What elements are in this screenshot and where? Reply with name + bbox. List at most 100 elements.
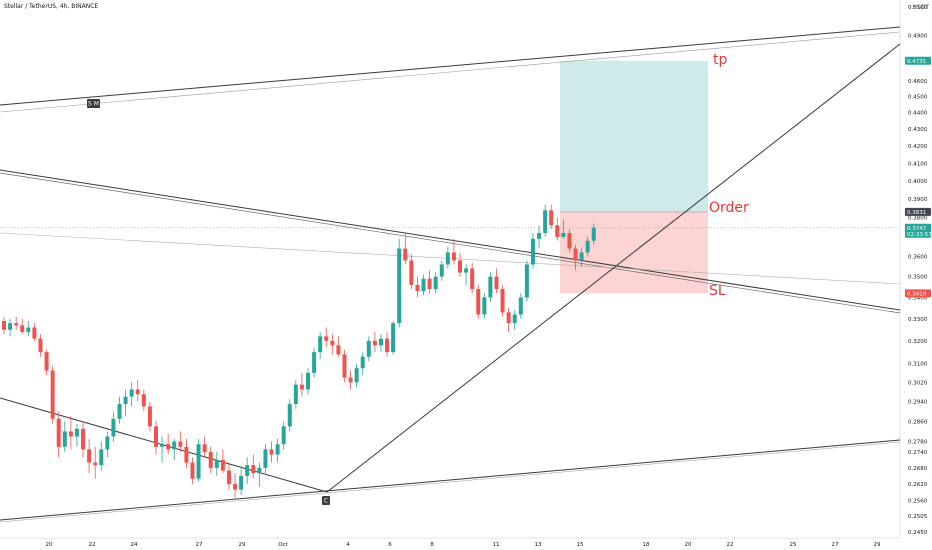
y-tick-label: 0.3020 [908, 380, 928, 386]
y-tick-label: 0.2740 [908, 450, 928, 456]
candle [87, 449, 92, 463]
x-tick-label: 22 [727, 542, 734, 548]
candle [561, 232, 566, 237]
x-tick-label: 15 [577, 542, 584, 548]
price-tag-label: 0.3419 [907, 291, 927, 297]
candle [458, 260, 462, 273]
candle [433, 276, 438, 290]
pattern-marker [87, 99, 100, 108]
candle [299, 384, 304, 390]
x-tick-label: 22 [89, 542, 96, 548]
candle [32, 327, 37, 339]
y-tick-label: 0.4600 [908, 79, 928, 85]
price-tag [905, 207, 931, 216]
x-tick-label: 6 [388, 542, 392, 548]
candle [135, 389, 140, 395]
candle [585, 240, 590, 253]
y-tick-label: 0.4200 [908, 144, 928, 150]
candle [403, 248, 408, 261]
candle [68, 431, 73, 437]
candle [555, 225, 560, 237]
candle [366, 340, 371, 357]
candle [524, 264, 529, 298]
candle [275, 444, 280, 455]
y-tick-label: 0.2450 [908, 530, 928, 536]
price-tag [905, 56, 931, 65]
candle [233, 484, 238, 490]
candle [293, 384, 298, 404]
candle [269, 449, 274, 455]
candle [62, 431, 67, 447]
descending-line-2 [0, 172, 901, 314]
order-label: Order [709, 200, 749, 216]
candle [263, 449, 268, 468]
candle [439, 264, 444, 277]
candle [360, 356, 365, 369]
candle [512, 314, 517, 324]
candle [178, 441, 183, 447]
y-tick-label: 0.3900 [908, 197, 928, 203]
x-tick-label: 24 [131, 542, 138, 548]
price-tag-countdown: 02:33:57 [907, 232, 932, 238]
candle [160, 444, 165, 447]
y-tick-label: 0.2505 [908, 514, 928, 520]
candle [44, 352, 49, 371]
y-tick-label: 0.2620 [908, 482, 928, 488]
candle [287, 403, 292, 427]
x-tick-label: 8 [430, 542, 434, 548]
y-tick-label: 0.2860 [908, 419, 928, 425]
candle [530, 238, 535, 265]
candle [336, 345, 341, 355]
candle [239, 475, 244, 490]
y-tick-label: 0.3600 [908, 254, 928, 260]
candle [494, 276, 499, 290]
currency-label: USDT [912, 4, 930, 11]
candle [372, 340, 377, 346]
candle [354, 368, 359, 383]
candle [573, 248, 578, 261]
y-tick-label: 0.5100 [908, 5, 928, 11]
x-tick-label: 11 [493, 542, 500, 548]
candle [281, 426, 286, 445]
target-zone [560, 60, 708, 212]
candle [330, 340, 335, 346]
candle [184, 446, 189, 463]
x-tick-label: 25 [790, 542, 797, 548]
y-tick-label: 0.4100 [908, 161, 928, 167]
descending-line [0, 169, 901, 311]
candle [20, 325, 25, 332]
pattern-marker-label: S M [88, 101, 99, 108]
candle [464, 268, 469, 273]
candle [318, 336, 323, 353]
price-tag-label: 0.3747 [907, 226, 927, 232]
candle [214, 459, 219, 468]
candle [154, 426, 158, 447]
candle [378, 338, 383, 346]
candle [50, 370, 55, 419]
candle [81, 428, 86, 450]
y-tick-label: 0.3500 [908, 275, 928, 281]
tp-label: tp [713, 52, 728, 68]
candle [324, 336, 329, 341]
y-tick-label: 0.2560 [908, 499, 928, 505]
chart-title: Stellar / TetherUS, 4h, BINANCE [4, 3, 99, 10]
candle [245, 465, 250, 476]
candle [56, 418, 61, 447]
candle [591, 227, 596, 241]
candle [476, 289, 481, 315]
x-tick-label: 27 [196, 542, 203, 548]
candle [567, 232, 572, 249]
candle [202, 444, 207, 452]
candle [117, 403, 122, 419]
y-tick-label: 0.2780 [908, 440, 928, 446]
candle [105, 436, 110, 450]
y-tick-label: 0.3300 [908, 317, 928, 323]
x-tick-label: 20 [685, 542, 692, 548]
candle [26, 327, 31, 332]
candle [506, 312, 511, 324]
candle [141, 394, 146, 407]
y-tick-label: 0.3100 [908, 362, 928, 368]
candle [451, 252, 456, 261]
upper-channel-line-2 [0, 31, 901, 113]
